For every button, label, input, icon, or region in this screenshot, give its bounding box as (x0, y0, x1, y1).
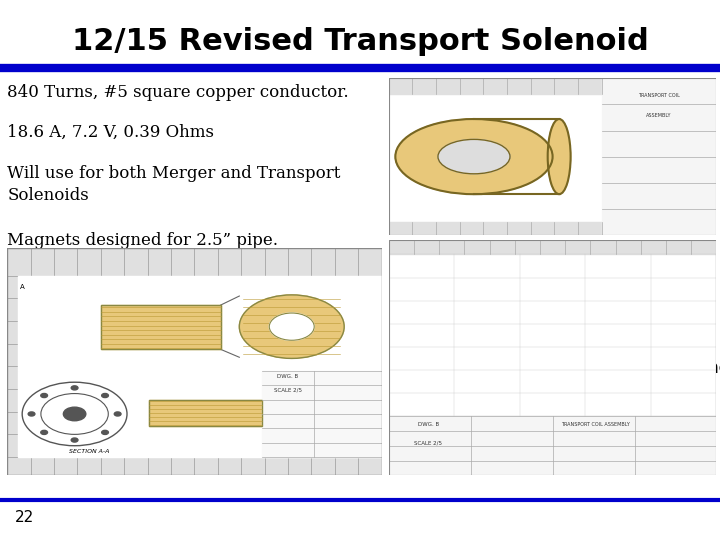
Text: Will use for both Merger and Transport
Solenoids: Will use for both Merger and Transport S… (7, 165, 341, 204)
Bar (19, 371, 382, 457)
Bar (389, 240, 716, 254)
Text: 22: 22 (14, 510, 34, 525)
Bar (101, 305, 220, 349)
Text: A: A (20, 284, 24, 290)
Circle shape (102, 430, 109, 435)
Circle shape (22, 382, 127, 446)
Bar (7, 457, 382, 475)
Text: 12/15 Revised Transport Solenoid: 12/15 Revised Transport Solenoid (71, 27, 649, 56)
Bar (602, 78, 716, 235)
Text: 840 Turns, #5 square copper conductor.: 840 Turns, #5 square copper conductor. (7, 84, 348, 100)
Bar (262, 371, 382, 457)
Circle shape (71, 386, 78, 390)
Text: •: • (392, 359, 404, 377)
Circle shape (239, 295, 344, 359)
Bar (389, 78, 602, 94)
Text: DWG. B: DWG. B (418, 422, 438, 427)
Circle shape (102, 394, 109, 397)
Circle shape (41, 430, 48, 435)
Circle shape (63, 407, 86, 421)
Circle shape (438, 139, 510, 174)
Text: SCALE 2/5: SCALE 2/5 (414, 441, 442, 446)
Bar (389, 222, 602, 235)
Text: ASSEMBLY: ASSEMBLY (647, 113, 672, 118)
Text: Need 13, will this number be
changed?  when: Need 13, will this number be changed? wh… (414, 246, 706, 287)
Bar (7, 275, 19, 457)
Circle shape (41, 394, 48, 397)
Circle shape (269, 313, 314, 340)
Text: DWG. B: DWG. B (277, 374, 299, 379)
Text: TRANSPORT COIL: TRANSPORT COIL (638, 93, 680, 98)
Text: TRANSPORT COIL ASSEMBLY: TRANSPORT COIL ASSEMBLY (561, 422, 629, 427)
Text: SCALE 2/5: SCALE 2/5 (274, 387, 302, 392)
Circle shape (28, 412, 35, 416)
Bar (150, 400, 262, 427)
Ellipse shape (548, 119, 571, 194)
Circle shape (71, 438, 78, 442)
Circle shape (395, 119, 553, 194)
Bar (19, 275, 382, 371)
Bar (101, 305, 220, 349)
Circle shape (41, 394, 108, 434)
Bar (389, 416, 716, 475)
Bar (7, 248, 382, 275)
Text: 18.6 A, 7.2 V, 0.39 Ohms: 18.6 A, 7.2 V, 0.39 Ohms (7, 124, 215, 141)
Text: SECTION A-A: SECTION A-A (69, 449, 109, 454)
Bar (150, 400, 262, 427)
Text: •: • (392, 246, 404, 264)
Text: Magnets designed for 2.5” pipe.: Magnets designed for 2.5” pipe. (7, 232, 278, 248)
Text: Diagnostic line solenoid – same
spec’s?: Diagnostic line solenoid – same spec’s? (414, 359, 720, 401)
Circle shape (114, 412, 121, 416)
